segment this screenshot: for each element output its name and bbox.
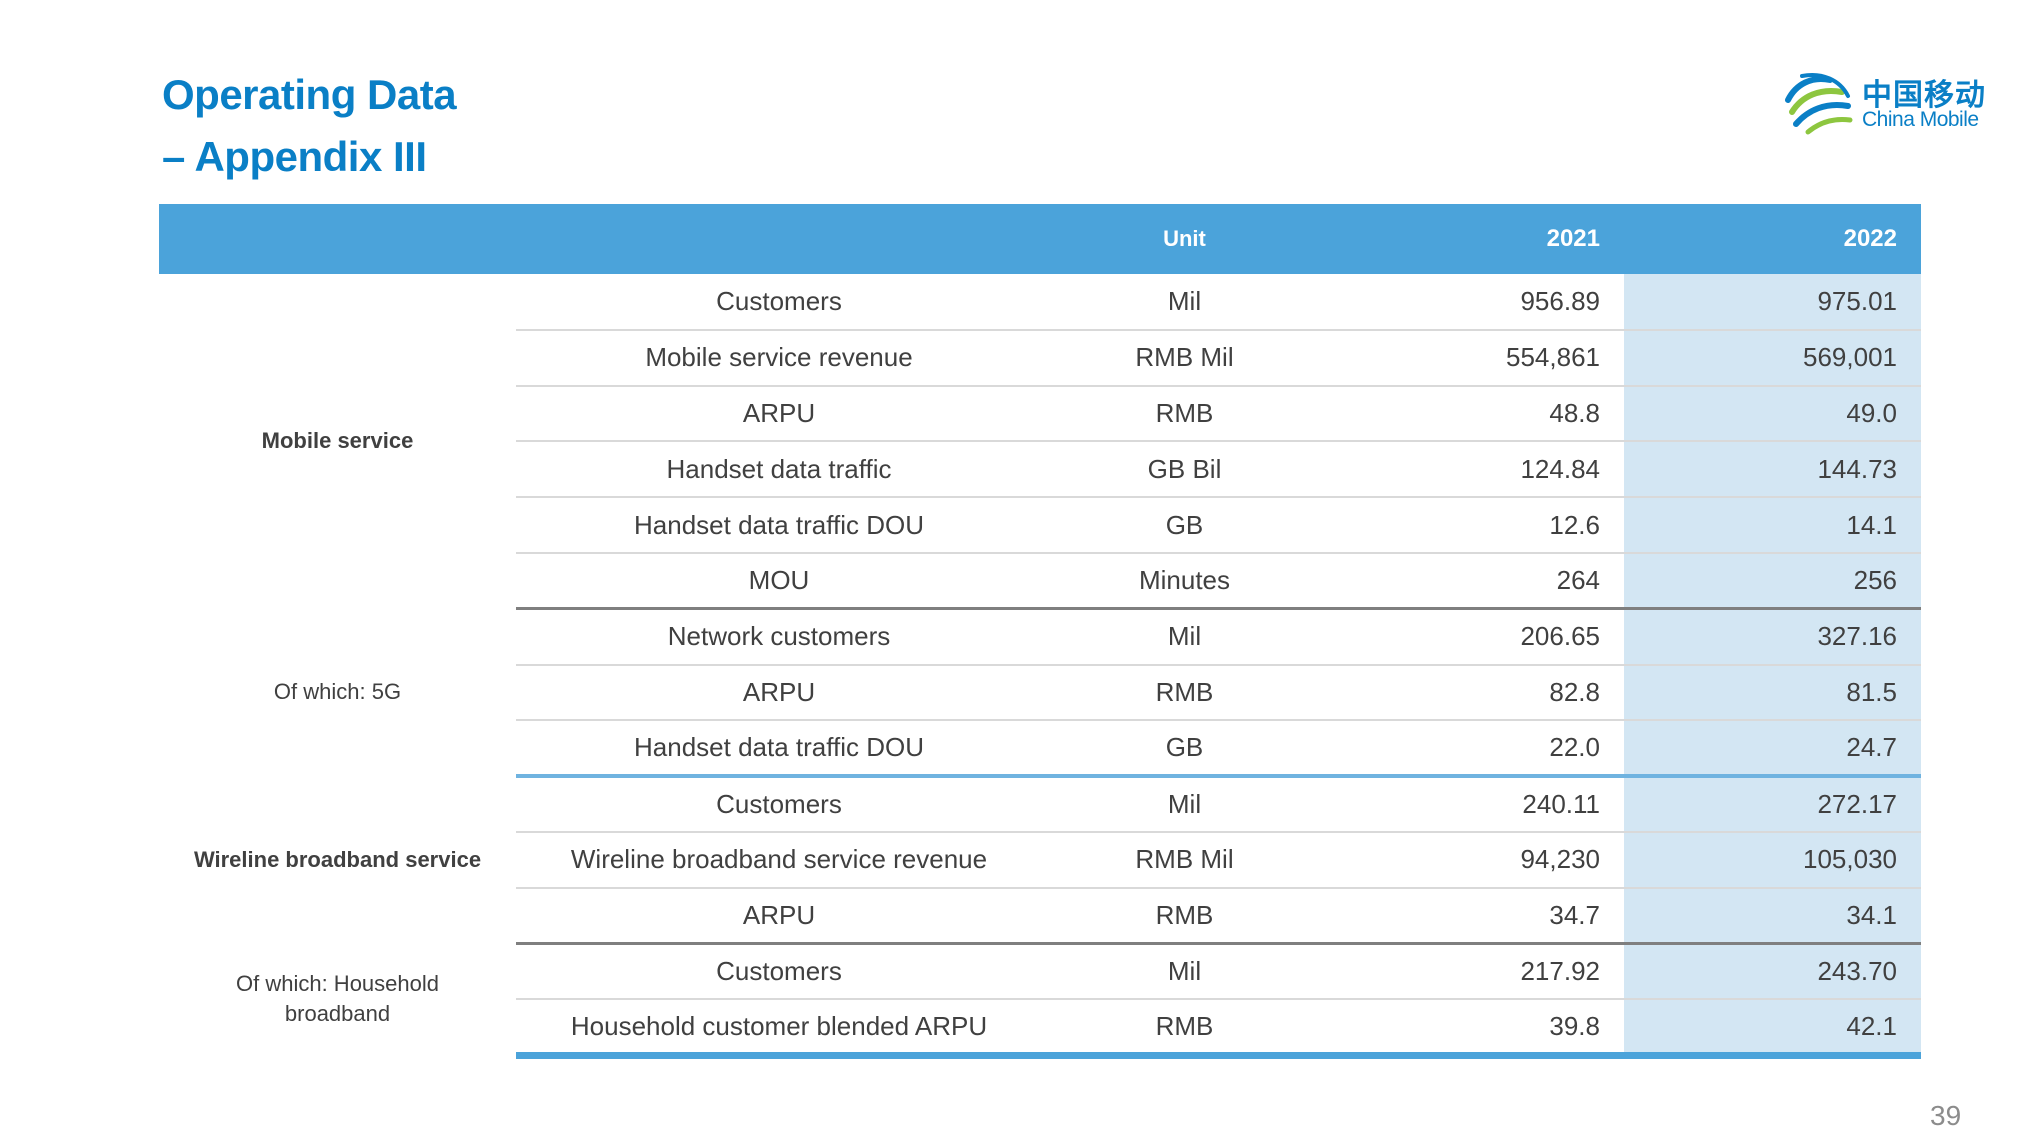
page-number: 39 bbox=[1930, 1100, 1962, 1131]
metric-label: Customers bbox=[516, 274, 1042, 331]
metric-label: Household customer blended ARPU bbox=[516, 999, 1042, 1059]
table-row: ARPU RMB 82.8 81.5 bbox=[159, 664, 1921, 722]
metric-label: Handset data traffic bbox=[516, 441, 1042, 499]
metric-label: Handset data traffic DOU bbox=[516, 720, 1042, 779]
unit-value: GB bbox=[1042, 720, 1327, 779]
unit-value: Mil bbox=[1042, 776, 1327, 833]
value-2021: 124.84 bbox=[1327, 441, 1624, 499]
value-2022: 24.7 bbox=[1624, 720, 1921, 779]
value-2021: 264 bbox=[1327, 552, 1624, 611]
unit-value: RMB bbox=[1042, 999, 1327, 1059]
value-2022: 144.73 bbox=[1624, 441, 1921, 499]
value-2021: 82.8 bbox=[1327, 664, 1624, 722]
group-label: Wireline broadband service bbox=[193, 846, 482, 872]
unit-value: RMB bbox=[1042, 887, 1327, 946]
header-year-2022: 2022 bbox=[1843, 225, 1897, 252]
value-2021: 217.92 bbox=[1327, 943, 1624, 1001]
table-row: Mobile service revenue RMB Mil 554,861 5… bbox=[159, 329, 1921, 387]
unit-value: GB bbox=[1042, 497, 1327, 554]
value-2022: 81.5 bbox=[1624, 664, 1921, 722]
header-metric-cell bbox=[516, 204, 1042, 274]
value-2022: 14.1 bbox=[1624, 497, 1921, 554]
unit-value: Minutes bbox=[1042, 552, 1327, 611]
value-2021: 206.65 bbox=[1327, 608, 1624, 666]
page-title: Operating Data – Appendix III bbox=[162, 64, 1062, 188]
logo-chinese-name: 中国移动 bbox=[1862, 79, 1986, 112]
value-2022: 49.0 bbox=[1624, 385, 1921, 443]
metric-label: Wireline broadband service revenue bbox=[516, 831, 1042, 889]
metric-label: MOU bbox=[516, 552, 1042, 611]
value-2022: 105,030 bbox=[1624, 831, 1921, 889]
table-row: Mobile service Customers Mil 956.89 975.… bbox=[159, 274, 1921, 453]
china-mobile-logo-icon bbox=[1785, 73, 1853, 135]
value-2021: 34.7 bbox=[1327, 887, 1624, 946]
logo-english-name: China Mobile bbox=[1862, 108, 1979, 131]
value-2021: 22.0 bbox=[1327, 720, 1624, 779]
unit-value: RMB Mil bbox=[1042, 329, 1327, 387]
table-row: ARPU RMB 48.8 49.0 bbox=[159, 385, 1921, 443]
operating-data-table: Unit 2021 2022 Mobile service Customers … bbox=[159, 204, 1921, 1059]
value-2022: 327.16 bbox=[1624, 608, 1921, 666]
value-2021: 956.89 bbox=[1327, 274, 1624, 331]
unit-value: Mil bbox=[1042, 943, 1327, 1001]
value-2021: 554,861 bbox=[1327, 329, 1624, 387]
metric-label: ARPU bbox=[516, 664, 1042, 722]
value-2021: 12.6 bbox=[1327, 497, 1624, 554]
table-row: Handset data traffic DOU GB 12.6 14.1 bbox=[159, 497, 1921, 554]
header-year-2021: 2021 bbox=[1546, 225, 1600, 252]
table-row: Household customer blended ARPU RMB 39.8… bbox=[159, 999, 1921, 1059]
table-header-row: Unit 2021 2022 bbox=[159, 204, 1921, 274]
metric-label: Customers bbox=[516, 776, 1042, 833]
value-2021: 94,230 bbox=[1327, 831, 1624, 889]
value-2021: 48.8 bbox=[1327, 385, 1624, 443]
unit-value: RMB bbox=[1042, 385, 1327, 443]
table-row: MOU Minutes 264 256 bbox=[159, 552, 1921, 611]
value-2022: 272.17 bbox=[1624, 776, 1921, 833]
table-row: Handset data traffic GB Bil 124.84 144.7… bbox=[159, 441, 1921, 499]
table-row: Wireline broadband service Customers Mil… bbox=[159, 776, 1921, 872]
value-2022: 243.70 bbox=[1624, 943, 1921, 1001]
value-2021: 240.11 bbox=[1327, 776, 1624, 833]
unit-value: Mil bbox=[1042, 274, 1327, 331]
value-2021: 39.8 bbox=[1327, 999, 1624, 1059]
page-title-line-2: – Appendix III bbox=[162, 133, 427, 180]
table-row: Of which: 5G Network customers Mil 206.6… bbox=[159, 608, 1921, 704]
group-label: Of which: 5G bbox=[273, 679, 402, 705]
table-row: Wireline broadband service revenue RMB M… bbox=[159, 831, 1921, 889]
metric-label: Network customers bbox=[516, 608, 1042, 666]
value-2022: 569,001 bbox=[1624, 329, 1921, 387]
metric-label: ARPU bbox=[516, 385, 1042, 443]
metric-label: ARPU bbox=[516, 887, 1042, 946]
group-label: Of which: Household broadband bbox=[236, 971, 439, 1027]
table-row: ARPU RMB 34.7 34.1 bbox=[159, 887, 1921, 946]
metric-label: Mobile service revenue bbox=[516, 329, 1042, 387]
page-title-line-1: Operating Data bbox=[162, 71, 457, 118]
china-mobile-logo: 中国移动 China Mobile bbox=[1782, 66, 1992, 138]
header-group-cell bbox=[159, 204, 516, 274]
header-unit: Unit bbox=[1163, 226, 1206, 251]
unit-value: GB Bil bbox=[1042, 441, 1327, 499]
unit-value: RMB bbox=[1042, 664, 1327, 722]
value-2022: 975.01 bbox=[1624, 274, 1921, 331]
value-2022: 256 bbox=[1624, 552, 1921, 611]
unit-value: Mil bbox=[1042, 608, 1327, 666]
group-label: Mobile service bbox=[261, 428, 414, 454]
table-row: Handset data traffic DOU GB 22.0 24.7 bbox=[159, 720, 1921, 779]
value-2022: 42.1 bbox=[1624, 999, 1921, 1059]
metric-label: Customers bbox=[516, 943, 1042, 1001]
value-2022: 34.1 bbox=[1624, 887, 1921, 946]
table-row: Of which: Household broadband Customers … bbox=[159, 943, 1921, 1026]
metric-label: Handset data traffic DOU bbox=[516, 497, 1042, 554]
unit-value: RMB Mil bbox=[1042, 831, 1327, 889]
